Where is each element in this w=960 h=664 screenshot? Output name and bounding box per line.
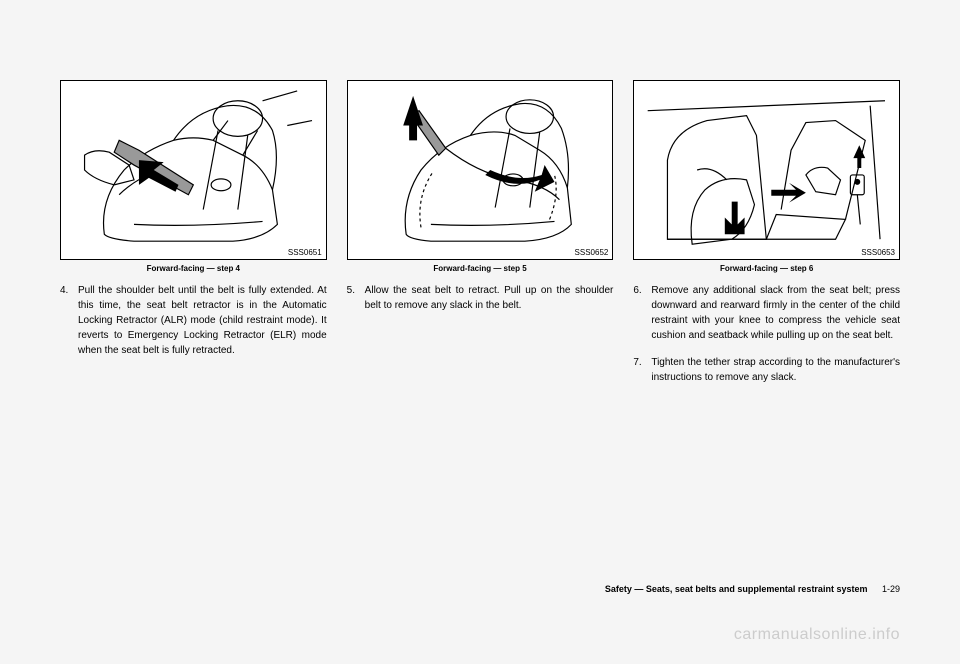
step-text: Remove any additional slack from the sea… — [651, 283, 900, 343]
figure-code-3: SSS0653 — [861, 248, 895, 257]
figure-step5: SSS0652 — [347, 80, 614, 260]
carseat-step4-illustration — [61, 81, 326, 259]
step-5: 5. Allow the seat belt to retract. Pull … — [347, 283, 614, 313]
carseat-step6-illustration — [634, 81, 899, 259]
figure-step6: SSS0653 — [633, 80, 900, 260]
figure-code-2: SSS0652 — [575, 248, 609, 257]
page-footer: Safety — Seats, seat belts and supplemen… — [605, 584, 900, 594]
step-number: 7. — [633, 355, 651, 385]
step-4: 4. Pull the shoulder belt until the belt… — [60, 283, 327, 358]
footer-page-number: 1-29 — [882, 584, 900, 594]
figure-caption-1: Forward-facing — step 4 — [60, 264, 327, 273]
column-2: SSS0652 Forward-facing — step 5 5. Allow… — [347, 80, 614, 397]
step-list-2: 5. Allow the seat belt to retract. Pull … — [347, 283, 614, 325]
step-text: Allow the seat belt to retract. Pull up … — [365, 283, 614, 313]
step-list-1: 4. Pull the shoulder belt until the belt… — [60, 283, 327, 370]
figure-caption-2: Forward-facing — step 5 — [347, 264, 614, 273]
step-number: 4. — [60, 283, 78, 358]
carseat-step5-illustration — [348, 81, 613, 259]
watermark: carmanualsonline.info — [734, 626, 900, 644]
step-7: 7. Tighten the tether strap according to… — [633, 355, 900, 385]
step-list-3: 6. Remove any additional slack from the … — [633, 283, 900, 397]
footer-section-title: Safety — Seats, seat belts and supplemen… — [605, 584, 868, 594]
figure-step4: SSS0651 — [60, 80, 327, 260]
column-1: SSS0651 Forward-facing — step 4 4. Pull … — [60, 80, 327, 397]
step-text: Tighten the tether strap according to th… — [651, 355, 900, 385]
figure-caption-3: Forward-facing — step 6 — [633, 264, 900, 273]
step-6: 6. Remove any additional slack from the … — [633, 283, 900, 343]
figure-code-1: SSS0651 — [288, 248, 322, 257]
step-text: Pull the shoulder belt until the belt is… — [78, 283, 327, 358]
column-3: SSS0653 Forward-facing — step 6 6. Remov… — [633, 80, 900, 397]
step-number: 6. — [633, 283, 651, 343]
page-container: SSS0651 Forward-facing — step 4 4. Pull … — [60, 80, 900, 397]
step-number: 5. — [347, 283, 365, 313]
